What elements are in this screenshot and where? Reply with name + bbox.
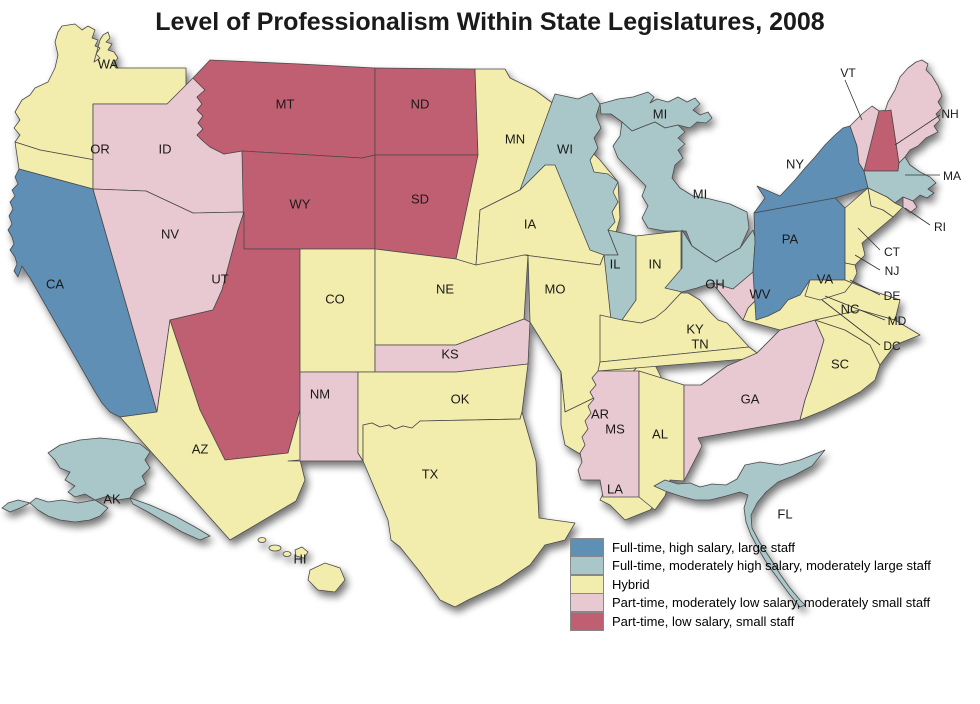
svg-text:DE: DE xyxy=(884,289,901,303)
svg-text:MN: MN xyxy=(505,131,525,146)
svg-text:IA: IA xyxy=(524,216,537,231)
svg-text:WY: WY xyxy=(290,196,311,211)
svg-text:NV: NV xyxy=(161,226,179,241)
svg-text:CT: CT xyxy=(884,245,901,259)
svg-text:AZ: AZ xyxy=(192,441,209,456)
svg-text:WA: WA xyxy=(98,56,119,71)
svg-text:GA: GA xyxy=(741,391,760,406)
svg-text:WV: WV xyxy=(750,286,771,301)
svg-text:NE: NE xyxy=(436,281,454,296)
svg-text:RI: RI xyxy=(934,220,946,234)
svg-text:NM: NM xyxy=(310,386,330,401)
svg-text:OR: OR xyxy=(90,141,110,156)
svg-text:FL: FL xyxy=(777,506,792,521)
svg-text:MT: MT xyxy=(276,96,295,111)
svg-text:MS: MS xyxy=(605,421,625,436)
svg-text:IN: IN xyxy=(649,256,662,271)
svg-text:KS: KS xyxy=(441,346,459,361)
svg-text:DC: DC xyxy=(883,339,901,353)
svg-text:PA: PA xyxy=(782,231,799,246)
svg-text:SD: SD xyxy=(411,191,429,206)
svg-text:LA: LA xyxy=(607,481,623,496)
svg-text:MI: MI xyxy=(653,106,667,121)
svg-text:ID: ID xyxy=(159,141,172,156)
svg-text:TX: TX xyxy=(422,466,439,481)
svg-text:NY: NY xyxy=(786,156,804,171)
svg-text:MO: MO xyxy=(545,281,566,296)
svg-text:IL: IL xyxy=(610,256,621,271)
svg-text:AK: AK xyxy=(103,491,121,506)
svg-text:VT: VT xyxy=(840,66,856,80)
svg-text:OH: OH xyxy=(705,276,725,291)
svg-text:AR: AR xyxy=(591,406,609,421)
svg-text:NH: NH xyxy=(941,107,958,121)
svg-text:AL: AL xyxy=(652,426,668,441)
svg-text:WI: WI xyxy=(557,141,573,156)
svg-text:KY: KY xyxy=(686,321,704,336)
svg-text:HI: HI xyxy=(294,551,307,566)
svg-text:VA: VA xyxy=(817,271,834,286)
svg-text:MD: MD xyxy=(888,314,907,328)
svg-text:UT: UT xyxy=(211,271,228,286)
svg-text:TN: TN xyxy=(691,336,708,351)
svg-text:OK: OK xyxy=(451,391,470,406)
svg-text:ND: ND xyxy=(411,96,430,111)
svg-text:NJ: NJ xyxy=(885,264,900,278)
svg-text:MA: MA xyxy=(943,169,961,183)
svg-text:SC: SC xyxy=(831,356,849,371)
svg-text:CA: CA xyxy=(46,276,64,291)
svg-text:MI: MI xyxy=(693,186,707,201)
svg-text:CO: CO xyxy=(325,291,345,306)
